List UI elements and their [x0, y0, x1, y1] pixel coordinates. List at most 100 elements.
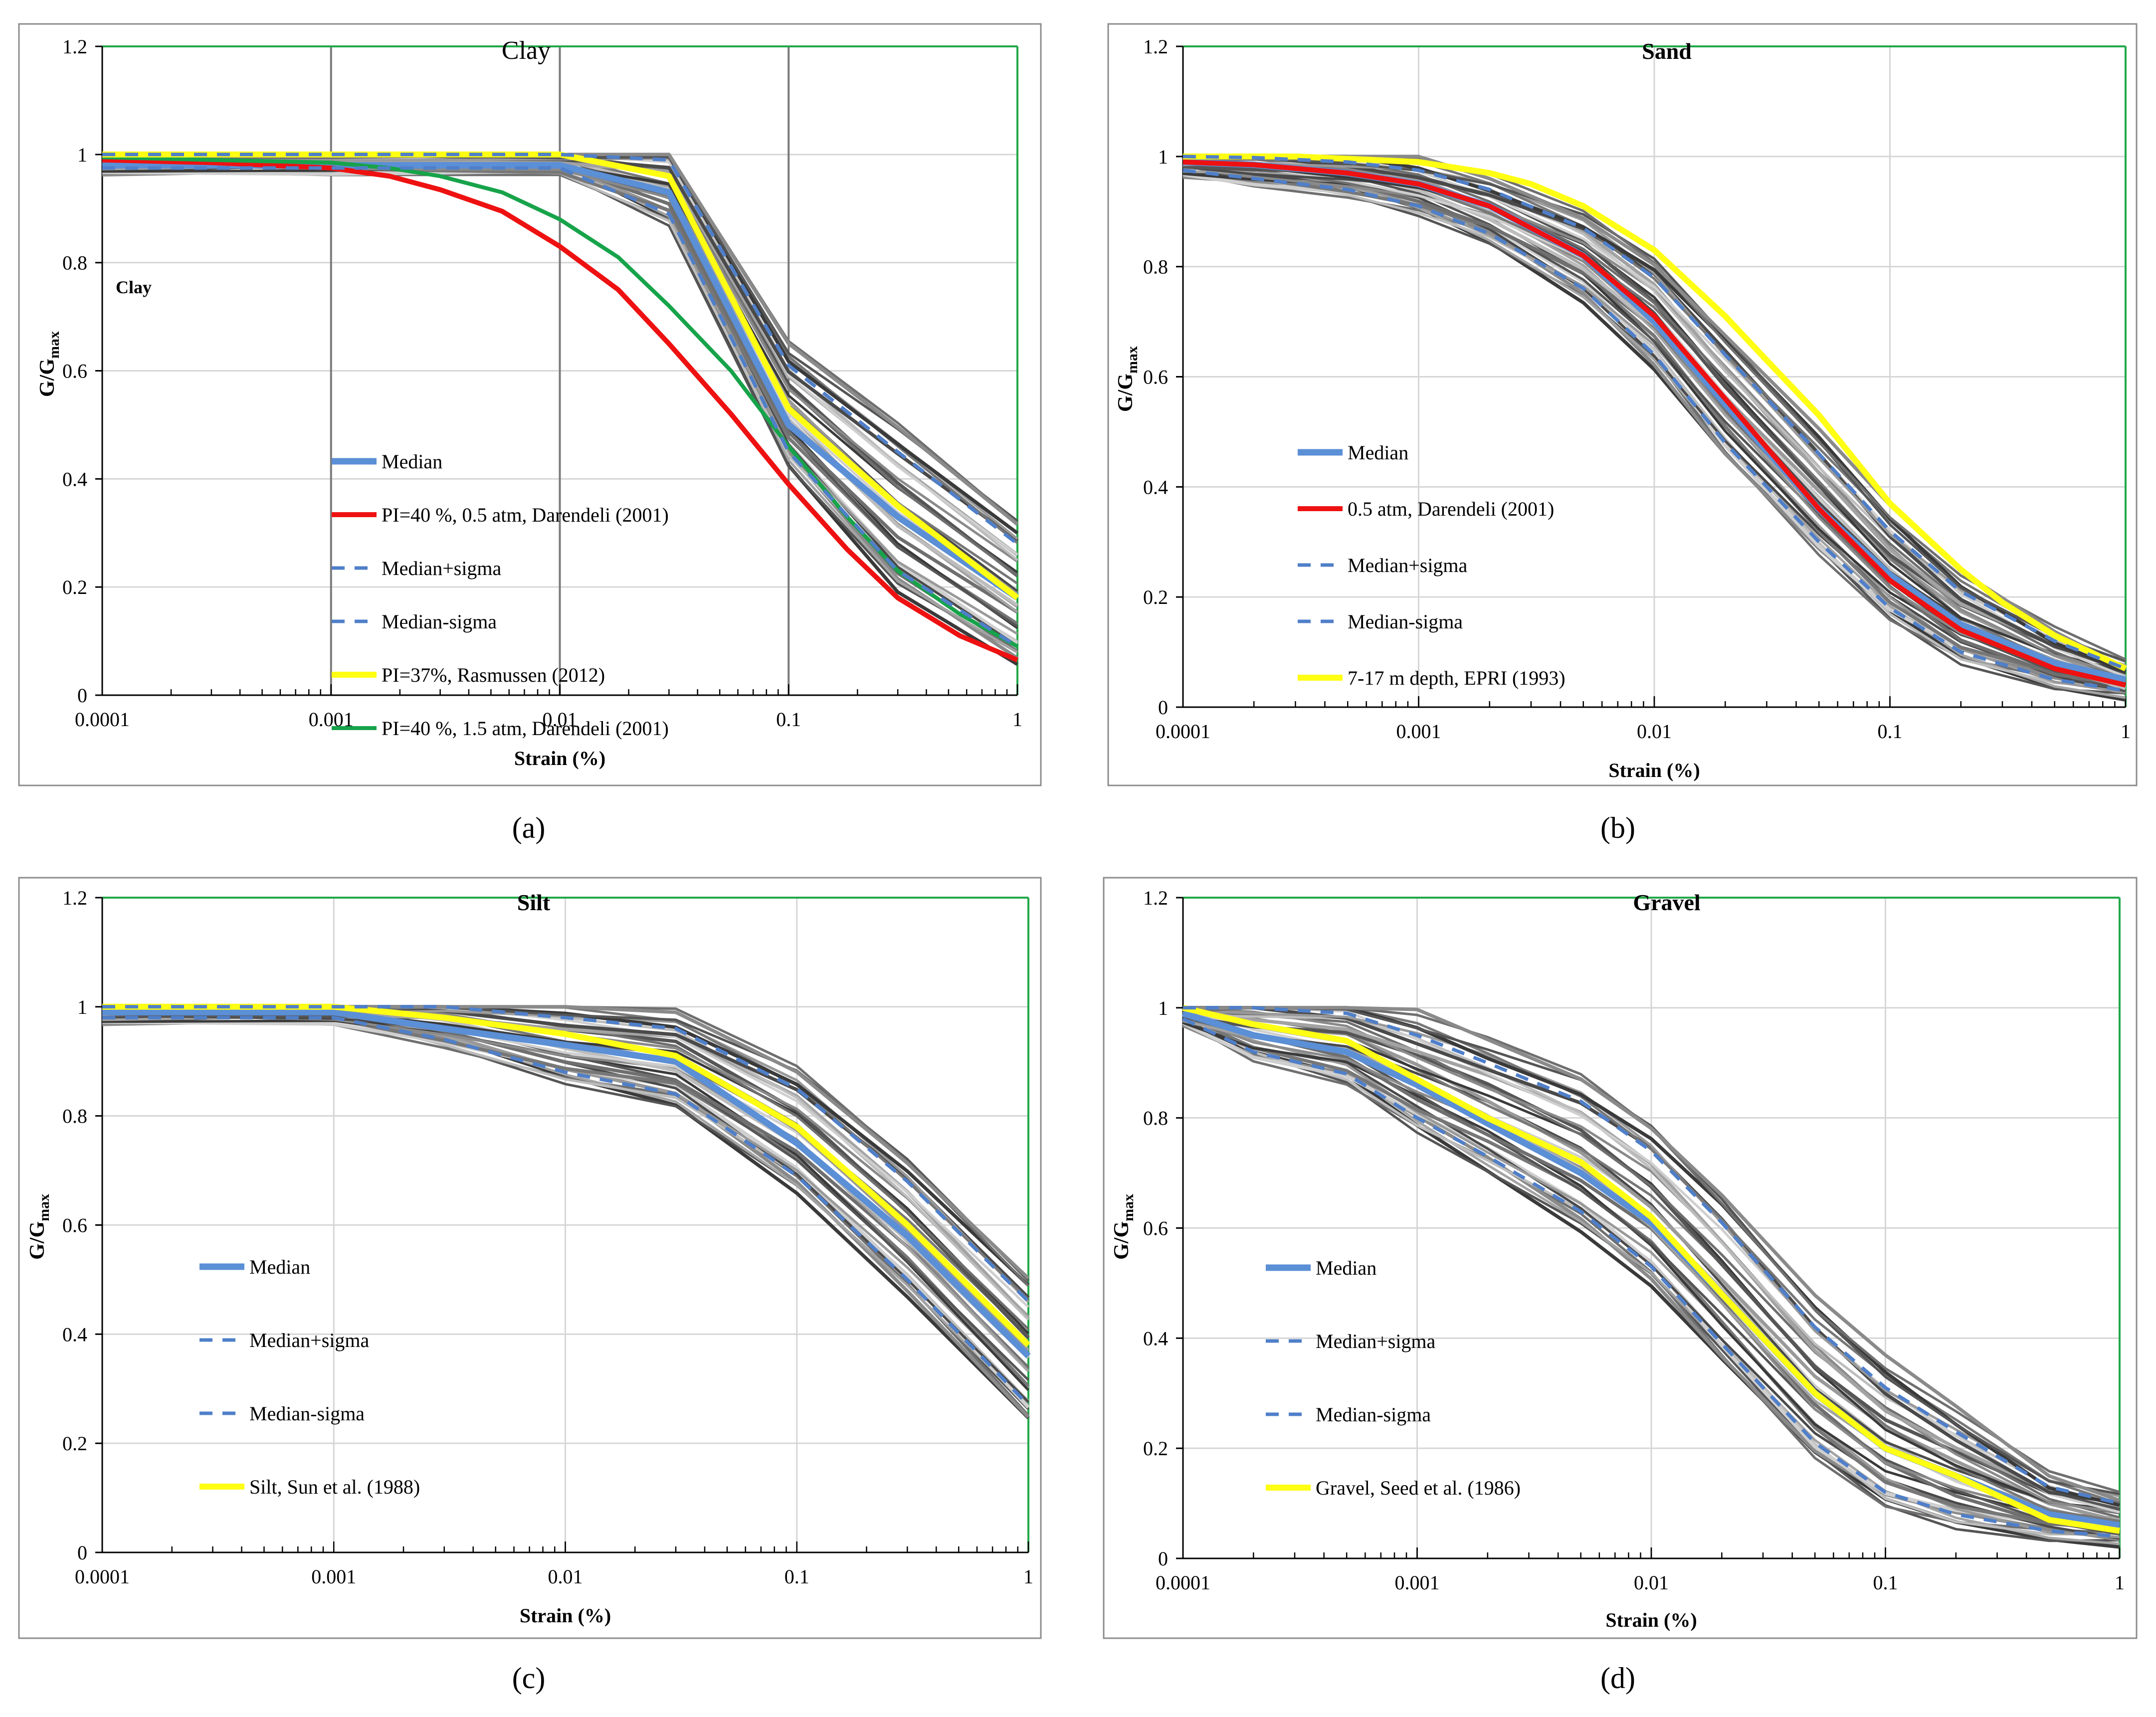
x-tick-label: 0.01 [543, 708, 578, 731]
legend-label: Median-sigma [1348, 610, 1463, 633]
y-tick-label: 0 [77, 1541, 87, 1564]
x-tick-label: 0.01 [548, 1565, 583, 1588]
y-tick-label: 0.2 [1143, 586, 1168, 608]
series-line-dash [102, 153, 1019, 546]
panel-label: (c) [512, 1662, 546, 1695]
y-tick-label: 0.4 [62, 1323, 87, 1345]
chart-title: Silt [517, 890, 551, 915]
legend-label: PI=40 %, 0.5 atm, Darendeli (2001) [382, 504, 669, 526]
y-tick-label: 0.4 [1143, 476, 1168, 498]
chart-panel-3: 0 0.2 0.4 0.6 0.8 1 1.2 0.0001 0.001 0.01 0.1 1 Stra… [18, 877, 1042, 1639]
x-tick-label: 0.1 [1873, 1571, 1898, 1594]
bundle-line [1182, 1006, 2121, 1502]
y-tick-label: 0.6 [62, 360, 87, 382]
chart-title: Gravel [1633, 890, 1700, 915]
x-axis-label: Strain (%) [1605, 1609, 1697, 1631]
legend-label: Median [1316, 1257, 1376, 1279]
series-line-yellow [1183, 153, 2127, 672]
legend-label: PI=37%, Rasmussen (2012) [382, 664, 605, 686]
bundle-line [1182, 164, 2126, 684]
bundle-line [1182, 164, 2126, 690]
y-tick-label: 0.6 [62, 1214, 87, 1237]
x-tick-label: 0.1 [776, 708, 801, 731]
bundle-line [1182, 1021, 2120, 1528]
x-tick-label: 1 [1012, 708, 1022, 731]
series-line-dash [102, 1016, 1030, 1407]
y-tick-label: 0.2 [1143, 1437, 1168, 1460]
y-axis-label: G/Gmax [26, 1194, 52, 1260]
series-line-dash [102, 166, 1018, 648]
y-tick-label: 1 [77, 144, 87, 166]
legend-label: Median+sigma [382, 557, 502, 579]
legend-label: Median-sigma [382, 610, 497, 633]
y-tick-label: 0.2 [62, 1432, 87, 1455]
series-line-red [1182, 159, 2127, 688]
series-line-yellow [102, 151, 1019, 600]
bundle-line [1182, 1021, 2120, 1532]
legend-label: 0.5 atm, Darendeli (2001) [1348, 498, 1554, 520]
chart-panel-4: 0 0.2 0.4 0.6 0.8 1 1.2 0.0001 0.001 0.01 0.1 1 Stra… [1103, 877, 2138, 1639]
x-tick-label: 0.0001 [75, 708, 130, 731]
y-tick-label: 1.2 [1143, 35, 1168, 58]
series-line-dash [1182, 168, 2126, 693]
y-tick-label: 1.2 [1143, 887, 1168, 909]
x-tick-label: 0.001 [1395, 1571, 1440, 1594]
y-tick-label: 0 [77, 684, 87, 707]
bundle-line [1182, 1009, 2120, 1498]
series-line-dash [1182, 155, 2127, 670]
legend-label: Median [249, 1256, 310, 1278]
legend: Median Median+sigma Median-sigma Gravel, Se… [1266, 1257, 1521, 1499]
legend-label: 7-17 m depth, EPRI (1993) [1348, 667, 1566, 689]
chart-title: Sand [1642, 38, 1692, 64]
x-tick-label: 1 [2115, 1571, 2125, 1594]
x-tick-label: 0.01 [1634, 1571, 1669, 1594]
legend: Median Median+sigma Median-sigma Silt, Sun … [199, 1256, 420, 1498]
chart-panel-1: 00.20.40.60.811.20.0001 0.001 0.01 0.1 1Stra… [18, 23, 1042, 786]
series-line-yellow [1182, 1004, 2120, 1534]
legend-label: Median+sigma [1316, 1330, 1436, 1352]
x-tick-label: 1 [1023, 1565, 1033, 1588]
y-tick-label: 0.6 [1143, 1217, 1168, 1240]
chart-frame [18, 23, 1042, 786]
legend-label: Silt, Sun et al. (1988) [249, 1476, 420, 1498]
legend-label: Median [1348, 441, 1408, 464]
y-tick-label: 0.2 [62, 576, 87, 598]
series-line-dash [1182, 1017, 2120, 1538]
chart-panel-2: 0 0.2 0.4 0.6 0.8 1 1.2 0.0001 0.001 0.01 0.1 1 Stra… [1107, 23, 2138, 786]
x-tick-label: 0.1 [1878, 720, 1903, 743]
x-tick-label: 0.0001 [1156, 720, 1210, 743]
legend: Median 0.5 atm, Darendeli (2001) Median+si… [1298, 441, 1566, 689]
y-tick-label: 1 [1158, 146, 1168, 168]
chart-frame [1103, 877, 2138, 1639]
y-tick-label: 1 [77, 996, 87, 1018]
y-axis-label: G/Gmax [1110, 1194, 1137, 1260]
y-tick-label: 0 [1158, 696, 1168, 719]
bundle-line [1182, 1010, 2120, 1538]
x-tick-label: 0.001 [311, 1565, 356, 1588]
legend-label: Median [382, 450, 442, 473]
x-tick-label: 0.0001 [75, 1565, 130, 1588]
y-tick-label: 1 [1158, 997, 1168, 1019]
x-axis-label: Strain (%) [520, 1604, 611, 1627]
y-tick-label: 0 [1158, 1547, 1168, 1570]
series-line-dash [1183, 1006, 2120, 1506]
chart-annotation: Clay [116, 277, 152, 297]
panel-label: (a) [512, 811, 546, 844]
series-line-red [102, 157, 1018, 663]
panel-label: (b) [1600, 811, 1635, 844]
series-line-green [102, 155, 1018, 648]
bundle-line [1182, 156, 2126, 673]
panel-label: (d) [1600, 1662, 1635, 1695]
x-tick-label: 0.001 [1396, 720, 1441, 743]
x-tick-label: 0.01 [1637, 720, 1672, 743]
bundle-line [1182, 158, 2126, 688]
bundle-line [1182, 1006, 2120, 1514]
y-tick-label: 0.8 [62, 252, 87, 274]
legend: Median PI=40 %, 0.5 atm, Darendeli (2001)… [332, 450, 669, 740]
legend-label: Median+sigma [1348, 554, 1468, 576]
chart-frame [18, 877, 1042, 1639]
y-tick-label: 0.8 [62, 1105, 87, 1128]
x-axis-label: Strain (%) [1608, 759, 1700, 781]
legend-label: Median-sigma [249, 1402, 365, 1425]
